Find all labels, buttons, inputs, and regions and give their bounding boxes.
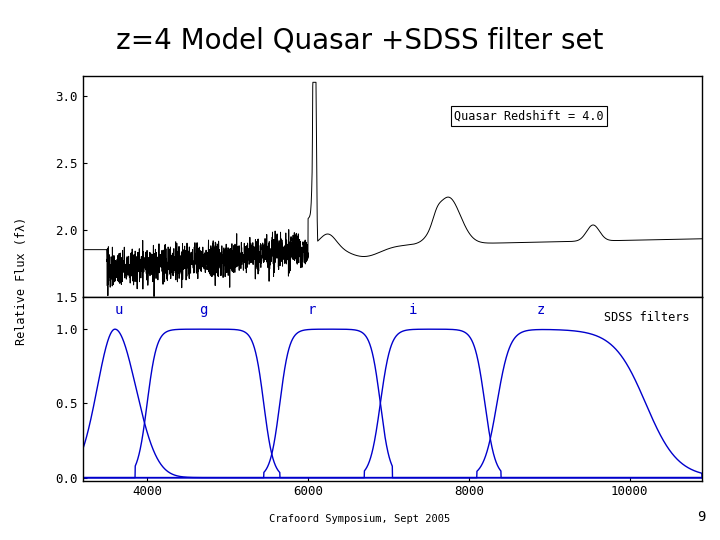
Text: Relative Flux (fλ): Relative Flux (fλ) [15,217,28,345]
Text: SDSS filters: SDSS filters [604,311,690,324]
Text: i: i [408,303,417,318]
Text: Crafoord Symposium, Sept 2005: Crafoord Symposium, Sept 2005 [269,514,451,524]
Text: z=4 Model Quasar +SDSS filter set: z=4 Model Quasar +SDSS filter set [117,27,603,55]
Text: z: z [537,303,545,318]
Text: u: u [114,303,123,318]
Text: r: r [307,303,316,318]
Text: 9: 9 [697,510,706,524]
Text: Quasar Redshift = 4.0: Quasar Redshift = 4.0 [454,110,604,123]
Text: g: g [199,303,207,318]
